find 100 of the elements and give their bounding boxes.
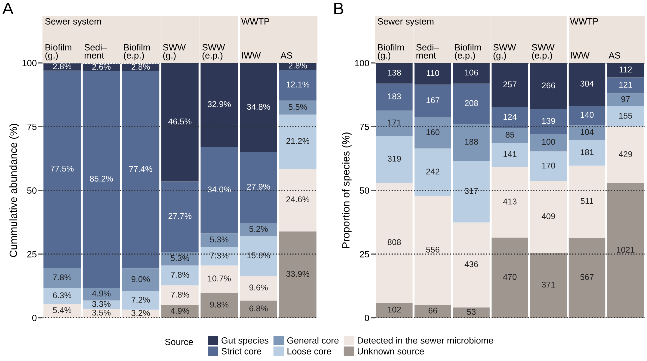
data-label: 5.3% xyxy=(210,236,229,243)
data-label: 34.8% xyxy=(247,104,270,110)
annotation: 138 xyxy=(388,70,402,76)
bar xyxy=(492,107,528,128)
data-label: 5.2% xyxy=(250,226,268,232)
annotation: 112 xyxy=(620,66,632,73)
x-tick-label: Biofilm (g.) xyxy=(378,44,404,61)
annotation: 100 xyxy=(542,139,556,146)
data-label: 4.9% xyxy=(170,308,190,314)
x-tick-label: AS xyxy=(280,52,292,59)
bar xyxy=(279,168,317,232)
annotation: 208 xyxy=(465,100,478,106)
bar xyxy=(414,117,452,149)
annotation: 567 xyxy=(580,274,594,280)
annotation: 110 xyxy=(427,70,440,76)
bar xyxy=(414,305,452,318)
bar xyxy=(376,110,413,136)
data-label: 12.1% xyxy=(286,82,310,88)
bar xyxy=(492,142,528,168)
data-label: 3.5% xyxy=(92,310,111,316)
data-label: 2.8% xyxy=(288,62,308,69)
bar xyxy=(44,288,81,304)
chart-title: B xyxy=(334,2,344,14)
bar xyxy=(568,140,606,166)
x-tick-label: AS xyxy=(608,52,620,59)
data-label: 9.0% xyxy=(132,276,150,282)
annotation: 1021 xyxy=(617,247,635,253)
data-label: 9.6% xyxy=(250,284,268,291)
x-tick-label: Biofilm (g.) xyxy=(46,44,72,61)
bar xyxy=(607,63,644,78)
bar xyxy=(44,70,81,268)
legend-label: Strict core xyxy=(222,348,262,355)
annotation: 304 xyxy=(580,80,594,87)
bar xyxy=(162,306,199,318)
data-label: 27.9% xyxy=(247,184,270,190)
data-label: 6.8% xyxy=(250,306,268,312)
y-tick-label: 25 xyxy=(360,251,370,258)
bar xyxy=(568,126,606,140)
bar xyxy=(44,64,81,71)
bar xyxy=(200,234,238,248)
bar xyxy=(162,182,199,252)
legend-label: Loose core xyxy=(288,348,332,355)
annotation: 141 xyxy=(504,151,517,158)
bar xyxy=(568,166,606,238)
data-label: 7.8% xyxy=(171,272,190,278)
bar xyxy=(453,161,490,223)
bar xyxy=(240,223,278,236)
bar xyxy=(453,124,490,162)
y-tick-label: 50 xyxy=(360,188,370,194)
annotation: 124 xyxy=(504,114,517,120)
bar xyxy=(530,253,568,318)
bar xyxy=(162,286,199,306)
bar xyxy=(240,276,278,301)
bar xyxy=(568,106,606,126)
annotation: 371 xyxy=(542,282,556,288)
data-label: 7.3% xyxy=(210,252,229,259)
data-label: 4.9% xyxy=(92,290,111,297)
annotation: 183 xyxy=(388,94,402,100)
data-label: 27.7% xyxy=(168,213,192,220)
annotation: 97 xyxy=(622,96,630,102)
bar xyxy=(453,84,490,124)
bar xyxy=(530,134,568,152)
data-label: 85.2% xyxy=(90,176,114,182)
bar xyxy=(44,304,81,318)
y-tick-label: 0 xyxy=(365,315,370,322)
bar xyxy=(279,232,317,318)
legend-label: Gut species xyxy=(222,337,269,346)
data-label: 21.2% xyxy=(286,138,310,144)
bar xyxy=(530,181,568,254)
data-label: 10.7% xyxy=(208,276,231,282)
x-tick-label: Biofilm (e.p.) xyxy=(124,44,150,61)
data-label: 34.0% xyxy=(208,186,231,193)
annotation: 181 xyxy=(580,149,594,156)
annotation: 121 xyxy=(619,82,632,88)
data-label: 2.8% xyxy=(132,64,150,70)
chart-title: A xyxy=(2,2,14,14)
y-axis-title: Proportion of species (%) xyxy=(342,132,352,248)
bar xyxy=(492,167,528,238)
bar xyxy=(376,303,413,318)
bar xyxy=(568,238,606,318)
annotation: 188 xyxy=(465,139,478,145)
annotation: 266 xyxy=(542,82,556,89)
text: WWTP xyxy=(242,18,270,25)
annotation: 556 xyxy=(426,246,440,253)
bar xyxy=(492,238,528,318)
bar xyxy=(414,196,452,306)
annotation: 470 xyxy=(503,274,517,280)
annotation: 429 xyxy=(619,152,632,158)
annotation: 409 xyxy=(542,214,556,220)
bar xyxy=(376,84,413,111)
bar xyxy=(414,148,452,196)
bar xyxy=(240,236,278,276)
bar xyxy=(607,78,644,94)
bar xyxy=(453,222,490,308)
bar xyxy=(200,247,238,266)
y-tick-label: 75 xyxy=(28,124,37,130)
x-tick-label: Sedi– ment xyxy=(416,44,440,59)
bar xyxy=(279,114,317,169)
data-label: 77.5% xyxy=(50,166,74,172)
legend-label: Detected in the sewer microbiome xyxy=(358,337,494,344)
